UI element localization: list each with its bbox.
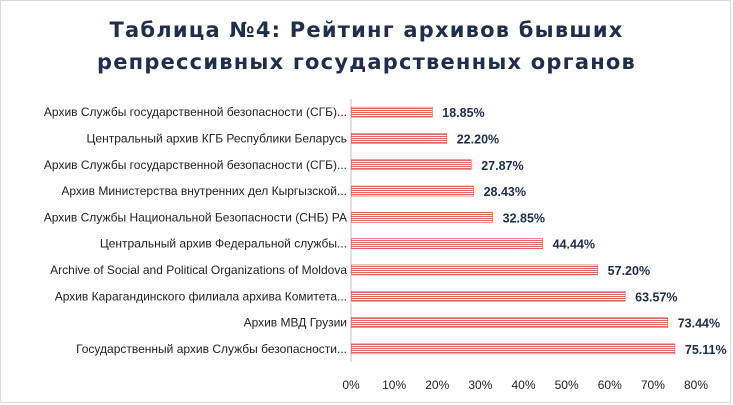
bar [351, 133, 448, 144]
data-label: 28.43% [484, 185, 526, 199]
chart-title-line-2: репрессивных государственных органов [96, 50, 637, 74]
category-label: Центральный архив Федеральной службы... [100, 237, 347, 251]
data-label: 44.44% [553, 238, 595, 252]
data-label: 73.44% [678, 317, 720, 331]
data-label: 22.20% [457, 132, 499, 146]
x-tick-label: 80% [684, 378, 708, 392]
x-tick-label: 50% [555, 378, 579, 392]
bar [351, 212, 493, 223]
data-label: 32.85% [503, 211, 545, 225]
x-tick-label: 70% [641, 378, 665, 392]
data-label: 75.11% [685, 343, 727, 357]
category-label: Архив МВД Грузии [244, 316, 347, 330]
x-tick-label: 20% [425, 378, 449, 392]
x-tick-label: 10% [382, 378, 406, 392]
category-label: Архив Службы Национальной Безопасности (… [44, 210, 347, 224]
category-label: Archive of Social and Political Organiza… [50, 263, 347, 277]
bar [351, 290, 626, 302]
data-label: 18.85% [442, 106, 484, 120]
x-tick-label: 30% [468, 378, 492, 392]
bar [351, 238, 543, 249]
bar [351, 185, 474, 197]
category-label: Центральный архив КГБ Республики Беларус… [87, 131, 347, 145]
bar [351, 159, 472, 171]
x-tick-label: 40% [511, 378, 535, 392]
data-label: 63.57% [635, 290, 677, 304]
chart-title: Таблица №4: Рейтинг архивов бывших репре… [0, 14, 733, 78]
data-label: 57.20% [608, 264, 650, 278]
category-label: Архив Министерства внутренних дел Кыргыз… [61, 184, 347, 198]
category-label: Архив Службы государственной безопасност… [44, 105, 347, 119]
category-label: Архив Службы государственной безопасност… [44, 158, 347, 172]
chart-title-line-1: Таблица №4: Рейтинг архивов бывших [109, 18, 624, 42]
bar [351, 106, 433, 118]
category-label: Государственный архив Службы безопасност… [76, 342, 347, 356]
category-label: Архив Карагандинского филиала архива Ком… [55, 289, 347, 303]
bar [351, 343, 676, 355]
x-tick-label: 60% [598, 378, 622, 392]
data-label: 27.87% [481, 159, 523, 173]
bar [351, 317, 669, 328]
x-tick-label: 0% [342, 378, 360, 392]
bar [351, 264, 598, 276]
